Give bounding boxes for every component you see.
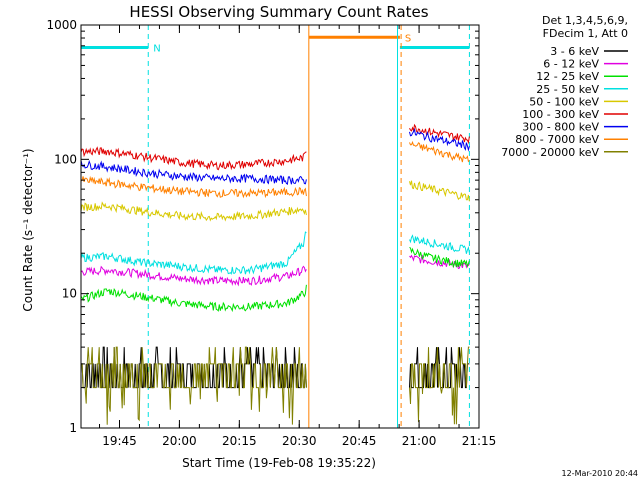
legend-label-2: 12 - 25 keV <box>536 70 599 83</box>
x-tick-label-2: 20:15 <box>222 434 257 448</box>
plot-area: NS <box>80 25 470 428</box>
mode-bar-label-0: N <box>153 43 160 54</box>
x-tick-label-4: 20:45 <box>342 434 377 448</box>
series-line-1-seg-1 <box>409 254 470 270</box>
legend-label-4: 50 - 100 keV <box>529 95 599 108</box>
legend-header-line-2: FDecim 1, Att 0 <box>543 27 628 40</box>
series-line-4-seg-0 <box>80 201 307 222</box>
series-line-6-seg-0 <box>80 159 307 185</box>
legend-label-6: 300 - 800 keV <box>522 121 599 134</box>
series-line-2-seg-1 <box>409 246 470 269</box>
series-line-5-seg-1 <box>409 123 470 145</box>
series-line-3-seg-1 <box>409 234 470 254</box>
series-line-8-seg-0 <box>81 346 307 425</box>
series-line-4-seg-1 <box>409 180 470 202</box>
series-line-8-seg-1 <box>409 346 470 425</box>
x-tick-label-0: 19:45 <box>102 434 137 448</box>
y-tick-label-1: 10 <box>62 287 77 301</box>
x-tick-label-5: 21:00 <box>402 434 437 448</box>
x-axis-label: Start Time (19-Feb-08 19:35:22) <box>182 456 376 470</box>
y-tick-label-0: 1 <box>69 421 77 435</box>
legend-label-7: 800 - 7000 keV <box>515 133 599 146</box>
series-line-2-seg-0 <box>80 284 307 313</box>
x-tick-label-6: 21:15 <box>462 434 497 448</box>
y-axis-label: Count Rate (s⁻¹ detector⁻¹) <box>21 148 35 311</box>
y-tick-label-3: 1000 <box>46 18 77 32</box>
y-tick-label-2: 100 <box>54 152 77 166</box>
series-line-1-seg-0 <box>80 265 307 287</box>
axes: 19:45 20:00 20:15 20:30 20:45 21:00 21:15 1 10 10… <box>46 18 496 448</box>
mode-bar-label-2: S <box>405 33 411 44</box>
x-tick-label-3: 20:30 <box>282 434 317 448</box>
legend-label-0: 3 - 6 keV <box>550 45 599 58</box>
series-line-6-seg-1 <box>409 127 470 152</box>
series-line-7-seg-0 <box>80 175 307 199</box>
plot-frame <box>80 24 480 429</box>
legend-label-1: 6 - 12 keV <box>543 58 599 71</box>
legend: Det 1,3,4,5,6,9, FDecim 1, Att 0 3 - 6 k… <box>501 14 628 159</box>
generated-date: 12-Mar-2010 20:44 <box>562 469 639 478</box>
series-line-3-seg-0 <box>80 231 307 275</box>
legend-label-5: 100 - 300 keV <box>522 108 599 121</box>
legend-label-8: 7000 - 20000 keV <box>501 146 599 159</box>
series-line-5-seg-0 <box>80 146 307 171</box>
legend-header-line-1: Det 1,3,4,5,6,9, <box>542 14 628 27</box>
chart-title: HESSI Observing Summary Count Rates <box>129 3 428 21</box>
legend-label-3: 25 - 50 keV <box>536 83 599 96</box>
series-line-7-seg-1 <box>409 140 470 163</box>
x-tick-label-1: 20:00 <box>162 434 197 448</box>
